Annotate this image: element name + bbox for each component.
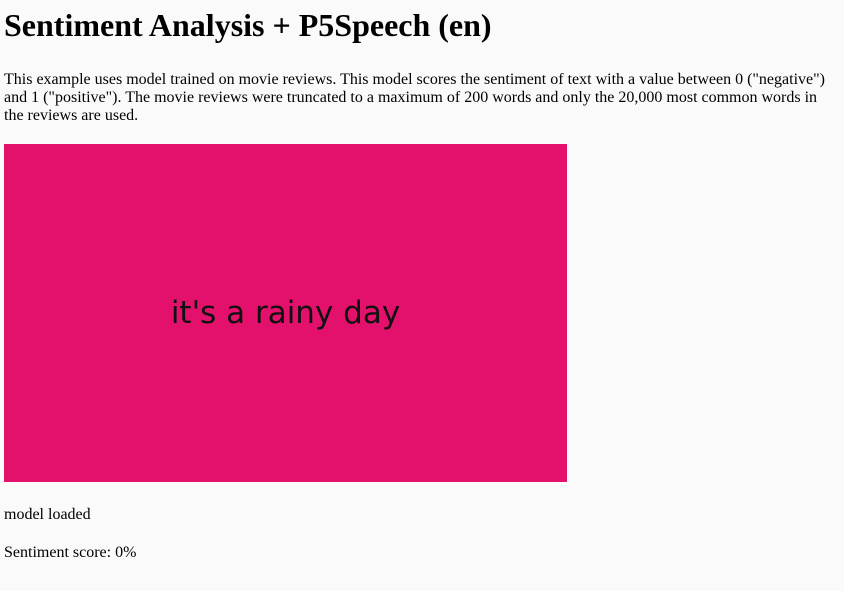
model-status: model loaded — [4, 506, 91, 523]
sentiment-score: Sentiment score: 0% — [4, 544, 137, 561]
page: Sentiment Analysis + P5Speech (en) This … — [0, 5, 844, 562]
page-title: Sentiment Analysis + P5Speech (en) — [4, 7, 492, 43]
sketch-canvas[interactable]: it's a rainy day — [4, 144, 567, 482]
description-text: This example uses model trained on movie… — [4, 71, 825, 124]
recognized-speech-text: it's a rainy day — [170, 295, 401, 331]
